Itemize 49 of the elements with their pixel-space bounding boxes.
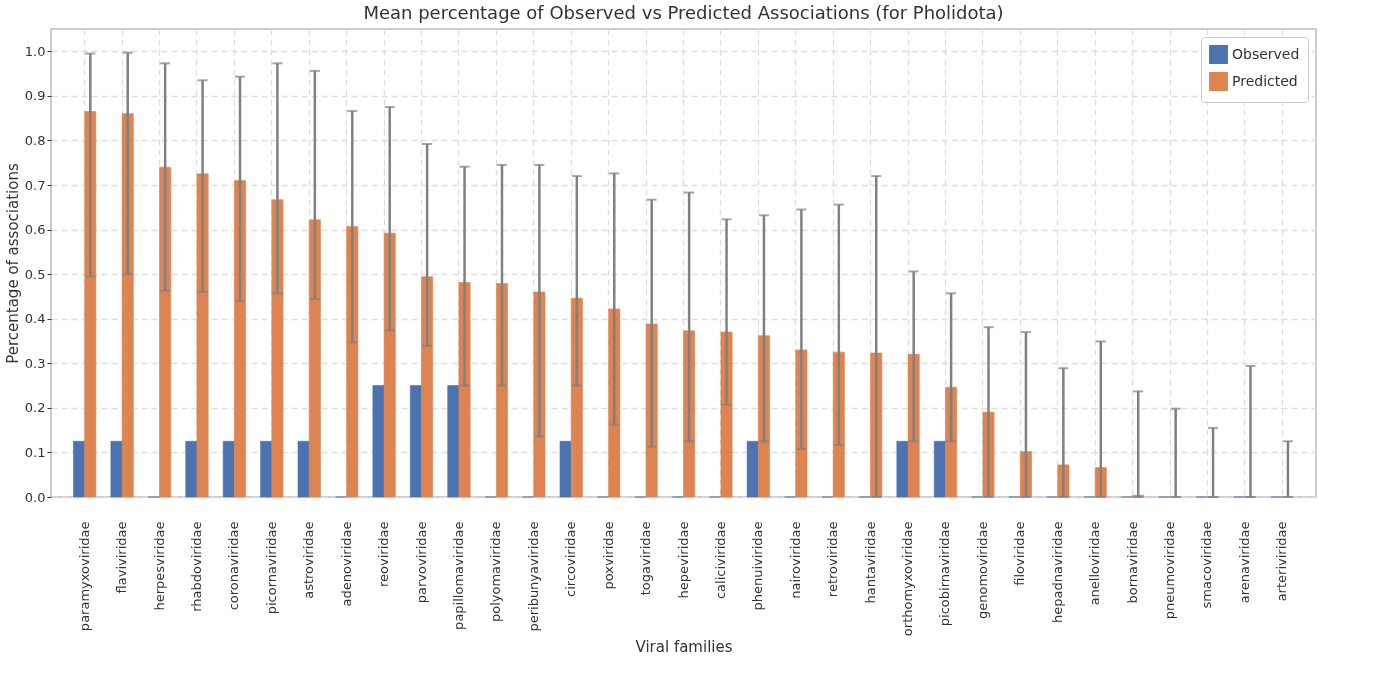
x-tick-label: herpesviridae (151, 521, 167, 611)
x-axis-title: Viral families (635, 638, 733, 657)
x-tick-label: reoviridae (376, 521, 392, 587)
legend-label: Observed (1232, 45, 1300, 62)
x-tick-label: parvoviridae (413, 521, 429, 604)
x-tick-label: hepadnaviridae (1049, 521, 1065, 623)
x-tick-label: nairoviridae (787, 521, 803, 599)
x-tick-label: adenoviridae (338, 521, 354, 607)
x-tick-label: genomoviridae (974, 521, 990, 620)
legend-label: Predicted (1232, 72, 1298, 89)
x-tick-label: rhabdoviridae (188, 521, 204, 612)
x-tick-label: papillomaviridae (450, 521, 466, 630)
x-tick-label: paramyxoviridae (76, 521, 92, 632)
x-tick-label: poxviridae (600, 521, 616, 590)
x-tick-label: arenaviridae (1236, 521, 1252, 604)
y-tick-label: 0.2 (24, 400, 46, 416)
x-tick-label: anelloviridae (1087, 521, 1103, 606)
x-tick-label: caliciviridae (712, 521, 728, 600)
x-tick-label: retroviridae (825, 521, 841, 598)
x-tick-label: picornaviridae (263, 521, 279, 615)
x-tick-label: hantaviridae (862, 521, 878, 604)
y-tick-label: 0.8 (24, 132, 46, 148)
x-tick-label: polyomaviridae (488, 521, 504, 623)
x-tick-label: smacoviridae (1199, 521, 1215, 609)
x-tick-label: flaviviridae (114, 521, 130, 594)
x-tick-label: phenuiviridae (750, 521, 766, 611)
y-tick-label: 0.5 (24, 266, 46, 282)
chart-title: Mean percentage of Observed vs Predicted Associations (for Pholidota) (363, 2, 1004, 23)
x-tick-label: bornaviridae (1124, 521, 1140, 604)
x-tick-label: picobirnaviridae (937, 521, 953, 627)
y-tick-label: 0.7 (24, 177, 46, 193)
x-tick-label: hepeviridae (675, 521, 691, 599)
y-tick-label: 0.4 (24, 311, 46, 327)
y-tick-label: 0.9 (24, 88, 46, 104)
x-tick-label: astroviridae (301, 521, 317, 599)
y-tick-label: 0.1 (24, 444, 46, 460)
x-tick-label: filoviridae (1012, 521, 1028, 586)
x-tick-label: orthomyxoviridae (900, 521, 916, 637)
y-tick-label: 0.0 (24, 489, 46, 505)
x-tick-label: pneumoviridae (1162, 521, 1178, 620)
y-tick-label: 0.3 (24, 355, 46, 371)
x-tick-label: coronaviridae (226, 521, 242, 611)
x-tick-label: arteriviridae (1274, 521, 1290, 602)
x-tick-label: togaviridae (638, 521, 654, 596)
y-tick-label: 0.6 (24, 222, 46, 238)
x-tick-label: circoviridae (563, 521, 579, 597)
y-axis-title: Percentage of associations (3, 163, 22, 364)
x-tick-label: peribunyaviridae (525, 521, 541, 632)
y-tick-label: 1.0 (24, 43, 46, 59)
